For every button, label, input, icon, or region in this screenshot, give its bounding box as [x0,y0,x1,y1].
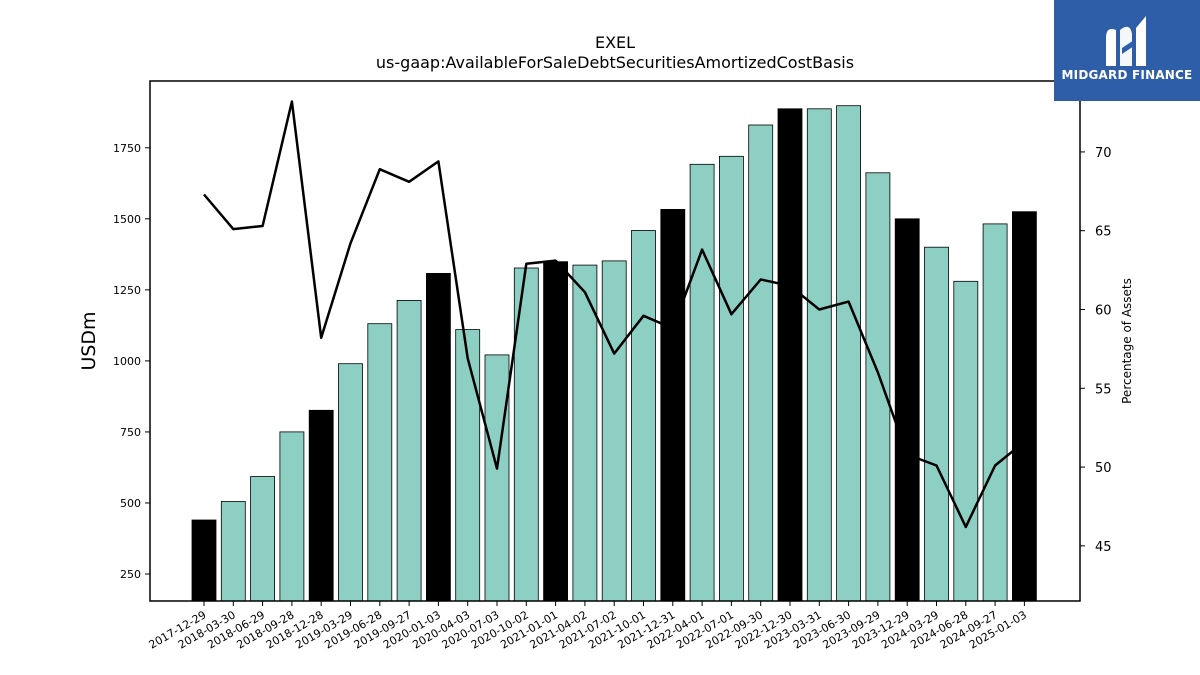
y-tick-label: 500 [120,497,141,510]
bar [425,272,451,602]
bar [338,363,363,602]
y-axis-right: 45 50 55 60 65 70 [1080,146,1112,555]
bar [806,108,832,602]
bar [601,260,627,602]
x-axis: 2017-12-292018-03-302018-06-292018-09-28… [147,601,1029,652]
plot-frame [149,80,1081,602]
y-tick-label: 250 [120,568,141,581]
y-axis-left: 250 500 750 1000 1250 1500 1750 [113,142,150,581]
logo-text: MIDGARD FINANCE [1061,68,1193,82]
bar [572,264,598,602]
bar [484,354,510,602]
bar [836,105,861,602]
y-tick-label: 1250 [113,284,141,297]
midgard-finance-logo: MIDGARD FINANCE [1054,0,1200,101]
bar [777,108,803,602]
bar [719,155,744,602]
bar [953,280,979,602]
bar [367,323,393,602]
y2-tick-label: 65 [1095,225,1112,240]
y-tick-label: 1500 [113,213,141,226]
bar [924,246,949,602]
line-series [203,100,1026,529]
bar [982,223,1008,602]
bar [631,230,656,602]
bar [308,409,334,602]
bar [455,329,481,602]
bar [279,431,305,602]
y2-tick-label: 50 [1095,461,1112,476]
bar [543,261,568,602]
bar [250,476,276,602]
y2-axis-label: Percentage of Assets [1120,278,1134,404]
bar [894,218,920,602]
bar [748,124,774,602]
bar [191,519,217,602]
y2-tick-label: 60 [1095,303,1112,318]
bar [220,501,246,602]
y2-tick-label: 45 [1095,540,1112,555]
bar [1012,211,1037,602]
y2-tick-label: 70 [1095,146,1112,161]
chart-subtitle: us-gaap:AvailableForSaleDebtSecuritiesAm… [376,53,854,72]
y-tick-label: 1000 [113,355,141,368]
y-axis-label: USDm [78,311,100,370]
chart-title: EXEL [595,33,635,52]
series-line [203,100,1026,529]
y-tick-label: 750 [120,426,141,439]
bar [865,172,891,602]
logo-mark-icon [1106,16,1146,66]
bar [689,163,715,602]
y2-tick-label: 55 [1095,382,1112,397]
bar [396,299,422,602]
bar-series [191,105,1037,602]
bar [660,208,686,602]
y-tick-label: 1750 [113,142,141,155]
